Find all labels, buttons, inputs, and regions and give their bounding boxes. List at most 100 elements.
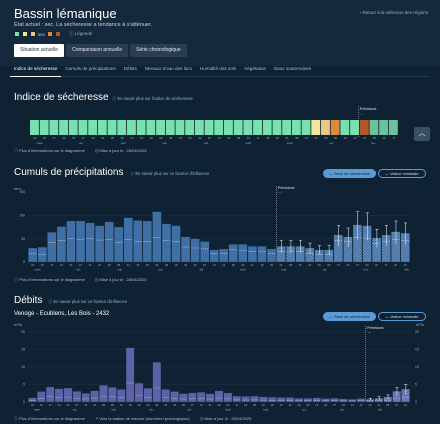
tick-label: 30 — [198, 136, 202, 140]
bar — [47, 231, 57, 263]
tab-eaux-souterraines[interactable]: Eaux souterraines — [274, 66, 312, 71]
tick-label: 28 — [218, 403, 221, 407]
view-annual-button[interactable]: Comparaison annuelle — [66, 44, 129, 57]
tick-label: 23 — [188, 136, 192, 140]
indice-cell — [30, 120, 39, 135]
y-tick-label-right: 15 — [415, 348, 419, 352]
bar — [312, 397, 322, 403]
y-tick-label-right: 10 — [415, 365, 419, 369]
tick-label: 07 — [75, 403, 78, 407]
y-tick-label: 0 — [23, 400, 25, 404]
tick-label: 10 — [351, 403, 354, 407]
tick-label: 11 — [251, 263, 254, 267]
legend-link[interactable]: ⓘ Légende — [69, 31, 92, 37]
month-label: déc. — [405, 268, 410, 272]
indice-cell — [136, 120, 146, 135]
indice-cell — [127, 120, 136, 135]
bar — [108, 387, 117, 403]
updated-label: Mise à jour le : 28/04/2025 — [99, 148, 147, 153]
threshold-toggle[interactable]: — Seuil de sécheresse — [323, 169, 377, 178]
indice-cell — [340, 120, 350, 135]
bar — [104, 221, 114, 263]
view-current-button[interactable]: Situation actuelle — [14, 44, 65, 57]
legend-link-label: Légende — [74, 31, 93, 36]
indice-cell — [311, 120, 321, 135]
bar — [161, 389, 170, 403]
precip-info-link[interactable]: ⓘ En savoir plus sur ce facteur d'influe… — [130, 171, 209, 177]
tick-label: 17 — [360, 403, 363, 407]
minimum-toggle[interactable]: — Valeur minimale — [378, 169, 426, 178]
bar — [99, 385, 108, 403]
tick-label: 14 — [84, 403, 87, 407]
tick-label: 11 — [235, 403, 238, 407]
tick-label: 25 — [270, 263, 273, 267]
more-info-link[interactable]: ⓘ Plus d'informations sur le diagramme — [14, 277, 85, 282]
month-label: avr. — [79, 141, 84, 145]
tick-label: 02 — [159, 136, 163, 140]
more-info-link[interactable]: ⓘ Plus d'informations sur le diagramme — [14, 416, 85, 421]
tab-precipitations[interactable]: Cumuls de précipitations — [65, 66, 116, 71]
tab-vegetation[interactable]: Végétation — [244, 66, 267, 71]
debits-info-link[interactable]: ⓘ En savoir plus sur ce facteur d'influe… — [48, 299, 127, 305]
back-to-regions-link[interactable]: ‹ Retour à la sélection des régions — [360, 10, 428, 15]
threshold-toggle[interactable]: — Seuil de sécheresse — [323, 312, 377, 321]
tick-label: 21 — [98, 263, 101, 267]
indice-cell — [359, 120, 369, 135]
tick-label: 30 — [194, 263, 197, 267]
tick-label: 08 — [289, 263, 292, 267]
month-label: août — [225, 408, 230, 412]
bar — [219, 248, 229, 263]
bar — [232, 395, 242, 403]
tab-debits[interactable]: Débits — [123, 66, 137, 71]
bar — [259, 396, 268, 403]
bar — [356, 398, 366, 403]
scroll-up-button[interactable]: ︿ — [414, 127, 430, 141]
indice-cell — [117, 120, 127, 135]
info-circle-icon: ⓘ — [69, 31, 75, 36]
indice-cell — [97, 120, 107, 135]
bar — [250, 395, 259, 403]
tick-label: 19 — [140, 136, 144, 140]
debits-section-title: Débits — [14, 295, 43, 306]
bar — [400, 232, 410, 263]
tick-label: 18 — [260, 263, 263, 267]
minimum-toggle[interactable]: — Valeur minimale — [378, 312, 426, 321]
bar — [276, 245, 286, 263]
indice-cell — [68, 120, 78, 135]
tick-label: 04 — [241, 263, 244, 267]
y-tick-label: 0 — [23, 260, 25, 264]
tick-label: 14 — [89, 263, 92, 267]
bar — [401, 388, 410, 403]
bar — [314, 249, 324, 263]
tab-niveaux-lacs[interactable]: Niveaux d'eau des lacs — [144, 66, 192, 71]
tick-label: 26 — [150, 136, 154, 140]
indice-cell — [291, 120, 301, 135]
indice-cell — [253, 120, 262, 135]
month-label: juin — [158, 268, 164, 272]
y-tick-label: 10 — [21, 365, 25, 369]
tick-label: 08 — [386, 403, 389, 407]
bar — [241, 396, 250, 403]
forecast-arrow: → — [278, 191, 282, 195]
view-timeseries-button[interactable]: Série chronologique — [130, 44, 187, 57]
tick-label: 19 — [136, 263, 139, 267]
tick-label: 15 — [395, 403, 398, 407]
tick-label: 10 — [375, 263, 378, 267]
station-link[interactable]: ↗ Vers la station de mesure (données hyd… — [94, 416, 190, 421]
bar — [247, 245, 258, 263]
tick-label: 22 — [308, 263, 311, 267]
bar — [214, 390, 224, 403]
more-info-link[interactable]: ⓘ Plus d'informations sur le diagramme — [14, 148, 85, 153]
tab-indice[interactable]: Indice de sécheresse — [10, 63, 62, 77]
tick-label: 23 — [173, 403, 176, 407]
bar — [228, 244, 238, 263]
tick-label: 15 — [305, 136, 309, 140]
tab-humidite-sols[interactable]: Humidité des sols — [199, 66, 237, 71]
chevron-left-icon: ‹ — [359, 10, 363, 15]
tick-label: 10 — [43, 136, 47, 140]
minimum-label: Valeur minimale — [390, 314, 419, 319]
indice-info-link[interactable]: ⓘ En savoir plus sur l'indice de séchere… — [112, 96, 193, 102]
bar — [37, 391, 46, 403]
tick-label: 29 — [318, 263, 321, 267]
indice-cell — [165, 120, 175, 135]
